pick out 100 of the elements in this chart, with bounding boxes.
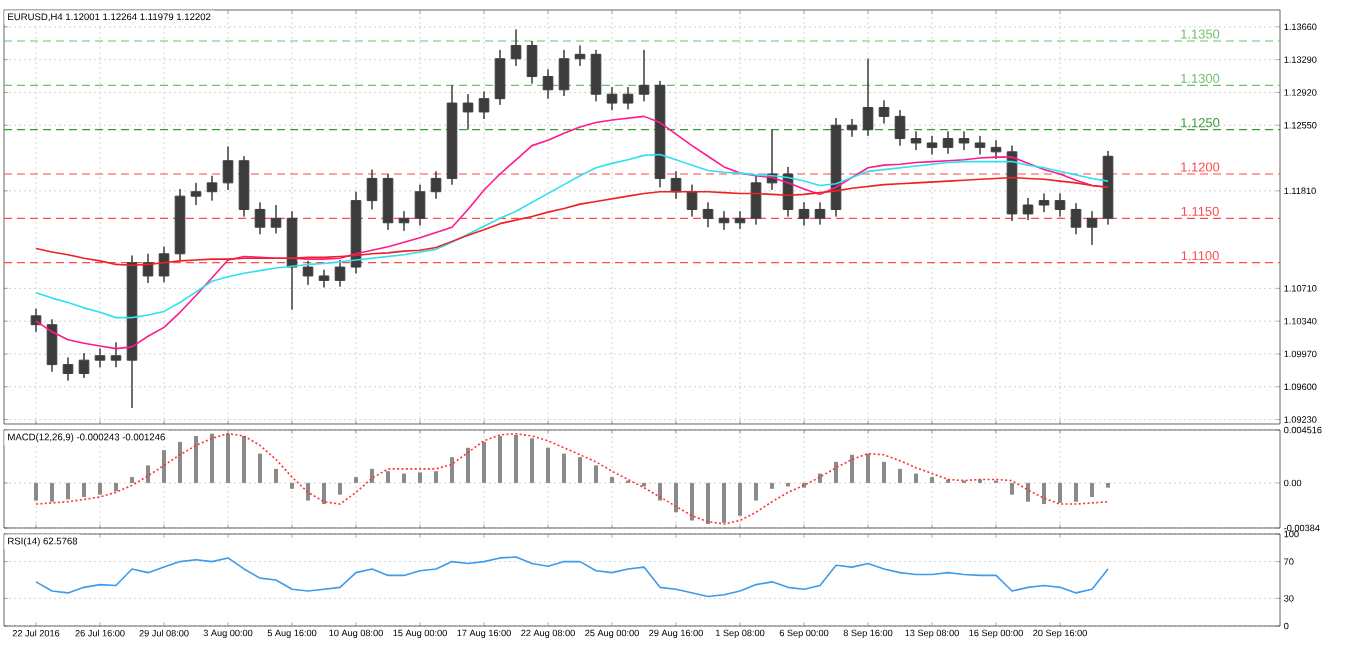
candlestick <box>110 341 122 368</box>
candlestick <box>1102 150 1114 226</box>
bar <box>610 477 615 483</box>
candlestick <box>990 139 1002 160</box>
bar <box>354 477 359 483</box>
bar <box>1042 482 1047 505</box>
bar <box>338 482 343 495</box>
bar <box>66 482 71 500</box>
candlestick <box>718 210 730 231</box>
candlestick <box>270 204 282 234</box>
bar <box>370 468 375 483</box>
bar <box>322 482 327 505</box>
candlestick <box>350 191 362 274</box>
candlestick <box>158 246 170 283</box>
candlestick <box>974 135 986 155</box>
candlestick <box>1086 210 1098 246</box>
candlestick <box>702 201 714 228</box>
candlestick <box>446 84 458 186</box>
candlestick <box>318 269 330 288</box>
candlestick <box>814 201 826 226</box>
bar <box>1106 482 1111 488</box>
candlestick <box>302 260 314 286</box>
bar <box>98 482 103 495</box>
bar <box>402 473 407 483</box>
bar <box>658 482 663 501</box>
bar <box>1074 482 1079 502</box>
candlestick <box>590 49 602 102</box>
bar <box>434 471 439 483</box>
candlestick <box>382 173 394 231</box>
bar <box>930 477 935 483</box>
bar <box>834 461 839 483</box>
candlestick <box>30 308 42 333</box>
bar <box>1090 482 1095 498</box>
bar <box>898 468 903 483</box>
bar <box>1058 482 1063 503</box>
bar <box>722 482 727 523</box>
candlestick <box>510 28 522 67</box>
bar <box>50 482 55 502</box>
candlestick <box>1054 193 1066 218</box>
bar <box>450 457 455 483</box>
bar <box>690 482 695 521</box>
bar <box>466 447 471 483</box>
bar <box>290 482 295 489</box>
candlestick <box>942 130 954 155</box>
bar <box>850 454 855 483</box>
candlestick <box>414 184 426 226</box>
bar <box>418 472 423 483</box>
candlestick <box>478 91 490 120</box>
candlestick <box>1038 193 1050 213</box>
bar <box>162 450 167 483</box>
candlestick <box>670 170 682 200</box>
bar <box>242 436 247 483</box>
candlestick <box>750 175 762 226</box>
bar <box>530 438 535 483</box>
bar <box>706 482 711 525</box>
candlestick <box>62 357 74 382</box>
bar <box>82 482 87 498</box>
bar <box>674 482 679 513</box>
candlestick <box>526 40 538 85</box>
candlestick <box>286 210 298 311</box>
candlestick <box>430 170 442 200</box>
candlestick <box>894 109 906 147</box>
candlestick <box>734 210 746 230</box>
bar <box>770 482 775 489</box>
bar <box>210 433 215 483</box>
candlestick <box>638 49 650 102</box>
bar <box>482 441 487 483</box>
candlestick <box>366 169 378 210</box>
bar <box>306 482 311 501</box>
candlestick <box>830 117 842 218</box>
candlestick <box>190 182 202 206</box>
candlestick <box>334 259 346 288</box>
bar <box>274 468 279 483</box>
bar <box>114 482 119 492</box>
candlestick <box>878 99 890 124</box>
candlestick <box>654 80 666 188</box>
candlestick <box>798 201 810 226</box>
candlestick <box>926 135 938 155</box>
candlestick <box>238 155 250 218</box>
candlestick <box>126 255 138 409</box>
bar <box>226 433 231 483</box>
bar <box>386 471 391 483</box>
candlestick <box>254 201 266 235</box>
bar <box>1026 482 1031 502</box>
candlestick <box>846 118 858 138</box>
bar <box>738 482 743 516</box>
candlestick <box>862 58 874 137</box>
candlestick <box>174 188 186 262</box>
bar <box>194 436 199 483</box>
bar <box>514 434 519 483</box>
candlestick <box>94 348 106 368</box>
candlestick <box>622 86 634 110</box>
candlestick <box>558 49 570 97</box>
candlestick <box>462 93 474 131</box>
bar <box>914 473 919 483</box>
bar <box>498 436 503 483</box>
bar <box>34 482 39 501</box>
candlestick <box>574 44 586 67</box>
candlestick <box>206 175 218 202</box>
candlestick <box>1070 202 1082 235</box>
